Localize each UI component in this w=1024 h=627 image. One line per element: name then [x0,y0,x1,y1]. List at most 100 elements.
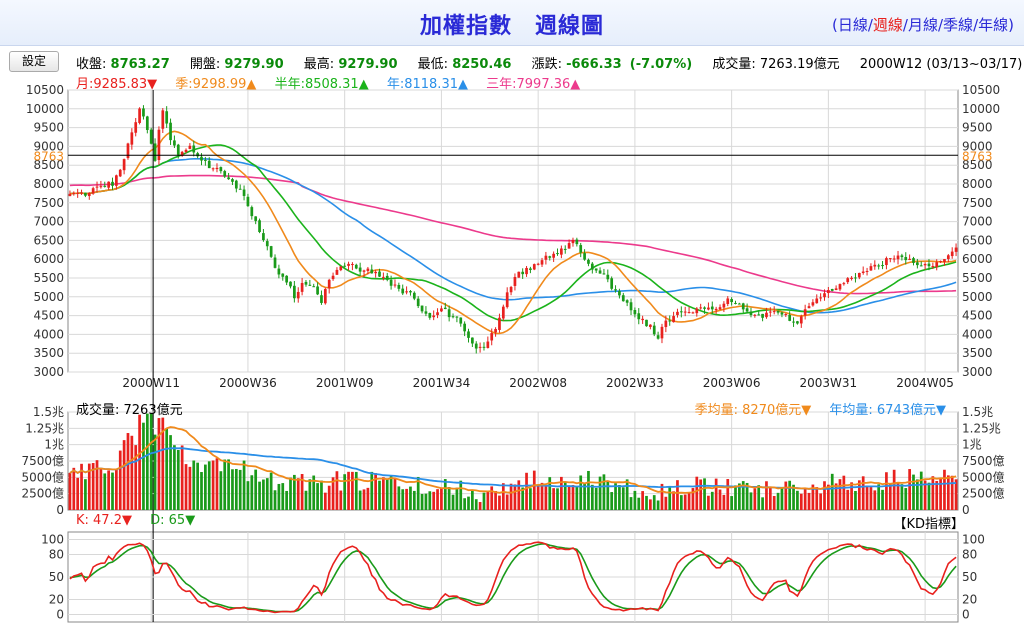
low-value: 8250.46 [452,57,512,72]
tab-weekly[interactable]: 週線 [872,16,903,34]
settings-button[interactable]: 設定 [9,51,59,72]
volume-bar [262,479,265,510]
candle-body [931,265,935,267]
candle-body [544,255,548,260]
candle-body [641,318,644,321]
candle-body [455,316,459,318]
candle-body [219,167,223,172]
candle-body [142,108,145,117]
k-value: K: 47.2▼ [76,513,132,528]
volume-bar [494,490,497,510]
candle-body [885,258,888,266]
volume-bar [103,473,107,510]
candle-body [343,265,347,267]
volume-tick-left: 1兆 [44,438,64,452]
candle-body [587,259,590,264]
price-tick-left: 7000 [33,215,64,229]
volume-ma-legend: 季均量: 8270億元▼ 年均量: 6743億元▼ [695,399,946,418]
x-tick-label: 2001W09 [316,376,374,390]
volume-bar [296,478,300,510]
candle-body [382,276,385,278]
tab-yearly[interactable]: 年線 [978,16,1009,34]
price-tick-right: 7500 [962,196,993,210]
volume-bar [571,485,575,510]
volume-bar [374,473,377,510]
price-tick-left: 3500 [33,346,64,360]
price-tick-left: 9000 [33,139,64,153]
candle-body [366,268,370,271]
price-tick-left: 4500 [33,309,64,323]
volume-bar [277,483,281,510]
volume-bar [459,480,463,510]
volume-bar [676,480,679,510]
candle-body [649,324,652,327]
candle-body [954,247,958,252]
candle-body [888,258,892,260]
volume-bar [734,485,737,510]
tab-monthly[interactable]: 月線 [907,16,938,34]
candle-body [819,297,822,299]
candle-body [432,315,436,318]
kd-indicator-button[interactable]: 【KD指標】 [893,517,964,532]
volume-bar [200,472,203,510]
volume-bar [95,460,99,510]
nav-separator: / [973,16,979,34]
volume-bar [227,459,230,510]
volume-bar [134,445,138,510]
candle-body [950,251,954,257]
candle-body [900,255,904,258]
candle-body [126,143,130,159]
candle-body [656,335,660,339]
volume-bar [714,478,718,510]
price-tick-right: 10000 [962,102,1000,116]
candle-body [850,277,853,279]
candle-body [877,265,881,267]
candle-body [215,167,219,170]
tab-quarterly[interactable]: 季線 [943,16,974,34]
candle-body [939,261,942,263]
volume-bar [765,481,768,510]
kd-tick-left: 0 [56,608,64,622]
volume-bar [486,490,490,510]
volume-bar [76,477,80,510]
price-tick-right: 6500 [962,233,993,247]
tab-daily[interactable]: 日線 [837,16,868,34]
volume-bar [730,496,733,510]
volume-bar [173,445,176,510]
candle-body [517,271,521,278]
candle-body [87,192,91,197]
candle-body [107,181,110,188]
volume-bar [161,417,165,510]
candle-body [227,177,230,180]
candle-body [691,312,695,314]
volume-bar [331,477,335,510]
volume-bar [532,470,536,510]
change-label: 漲跌: [531,57,562,72]
candle-body [540,260,544,265]
x-tick-label: 2004W05 [896,376,954,390]
candle-body [467,331,470,338]
volume-bar [792,484,795,510]
candle-body [370,269,374,274]
volume-bar [362,489,366,510]
volume-bar [443,479,447,510]
candle-body [556,253,559,255]
volume-bar [91,463,95,510]
volume-bar [478,502,482,510]
volume-bar [540,482,544,510]
volume-bar [265,478,269,510]
candle-body [471,337,474,344]
volume-bar [703,478,706,510]
volume-bar [354,471,358,510]
volume-bar [629,497,633,510]
candle-body [618,291,621,296]
volume-bar [463,498,466,510]
change-pct: (-7.07%) [629,57,693,72]
volume-bar [873,490,877,510]
nav-separator: / [867,16,873,34]
volume-bar [211,460,215,510]
price-tick-right: 5000 [962,290,993,304]
volume-bar [343,474,347,510]
volume-bar [610,492,614,510]
